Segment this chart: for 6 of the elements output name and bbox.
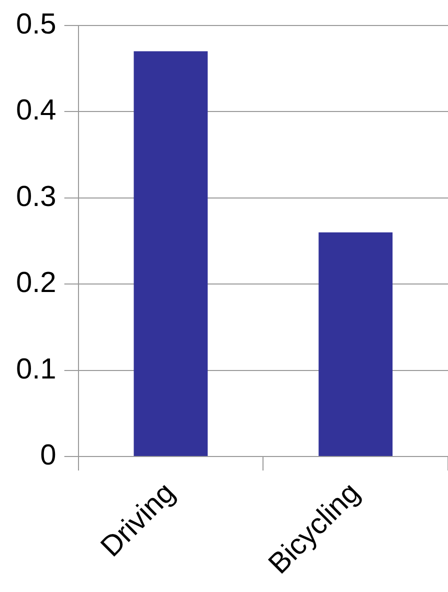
y-tick-label: 0.1 <box>16 353 56 386</box>
y-tick-label: 0.5 <box>16 8 56 40</box>
y-tick-label: 0.2 <box>16 267 56 300</box>
y-tick-label: 0.3 <box>16 180 56 213</box>
y-tick-label: 0.4 <box>16 94 56 127</box>
y-tick-label: 0 <box>40 439 56 472</box>
